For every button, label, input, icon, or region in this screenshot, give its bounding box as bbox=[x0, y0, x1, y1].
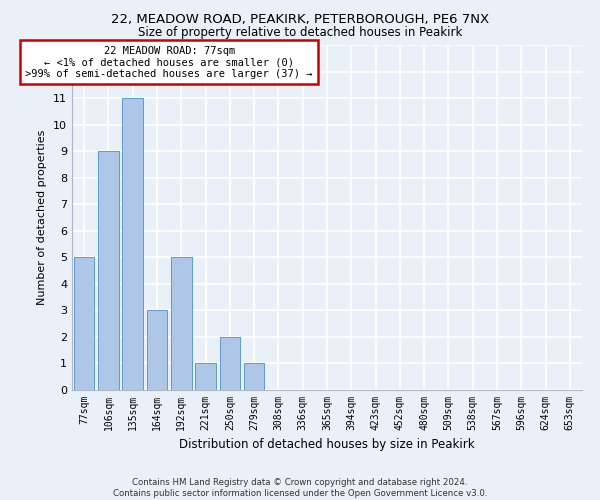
Bar bbox=[195, 364, 216, 390]
Bar bbox=[244, 364, 265, 390]
Y-axis label: Number of detached properties: Number of detached properties bbox=[37, 130, 47, 305]
Bar bbox=[220, 337, 240, 390]
Bar bbox=[98, 151, 119, 390]
Text: 22 MEADOW ROAD: 77sqm
← <1% of detached houses are smaller (0)
>99% of semi-deta: 22 MEADOW ROAD: 77sqm ← <1% of detached … bbox=[25, 46, 313, 79]
Bar bbox=[146, 310, 167, 390]
Text: Contains HM Land Registry data © Crown copyright and database right 2024.
Contai: Contains HM Land Registry data © Crown c… bbox=[113, 478, 487, 498]
Bar bbox=[74, 258, 94, 390]
Bar bbox=[171, 258, 191, 390]
Text: Size of property relative to detached houses in Peakirk: Size of property relative to detached ho… bbox=[138, 26, 462, 39]
X-axis label: Distribution of detached houses by size in Peakirk: Distribution of detached houses by size … bbox=[179, 438, 475, 452]
Text: 22, MEADOW ROAD, PEAKIRK, PETERBOROUGH, PE6 7NX: 22, MEADOW ROAD, PEAKIRK, PETERBOROUGH, … bbox=[111, 12, 489, 26]
Bar bbox=[122, 98, 143, 390]
